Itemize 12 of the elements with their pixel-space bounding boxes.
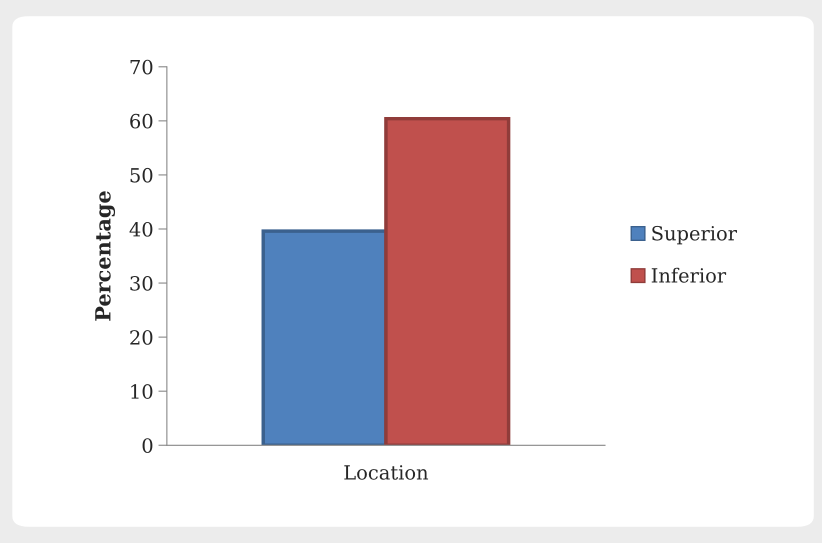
y-tick-label: 20 [130,330,152,345]
y-tick-label: 0 [142,438,152,453]
y-tick-label: 40 [130,222,152,237]
y-tick-label: 60 [130,114,152,129]
legend-label: Inferior [652,268,726,283]
x-tick-label: Location [344,465,428,480]
y-axis-title: Percentage [95,191,116,321]
legend-label: Superior [652,226,738,244]
y-tick-label: 50 [130,168,152,183]
y-tick-label: 10 [131,384,152,399]
y-tick-label: 30 [130,276,152,291]
y-tick-label: 70 [130,60,152,74]
